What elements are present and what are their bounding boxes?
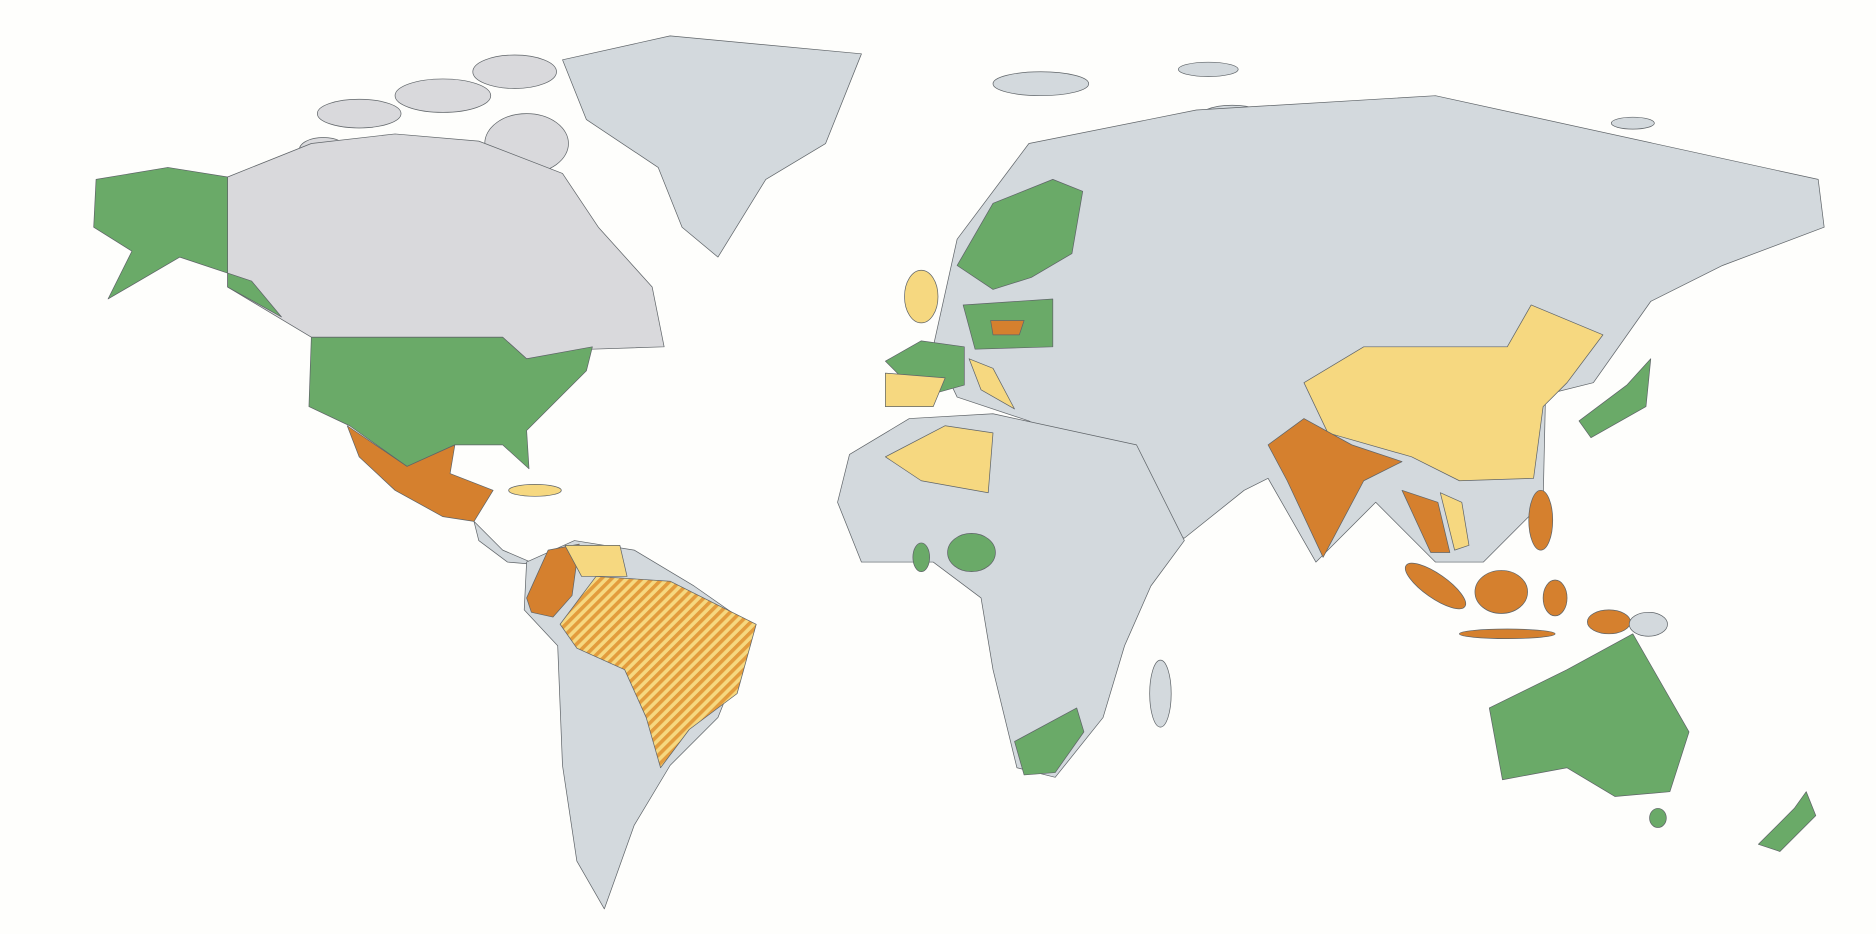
country-nigeria[interactable] (947, 533, 996, 573)
country-greenland[interactable] (562, 35, 862, 258)
land-shape (472, 54, 557, 89)
country-brazil[interactable] (559, 576, 757, 769)
land-shape (1459, 628, 1556, 639)
country-alaska[interactable] (93, 167, 282, 318)
land-shape (1542, 579, 1568, 617)
country-southeast-asia[interactable] (1401, 489, 1451, 553)
eurasia[interactable] (932, 95, 1825, 563)
land-shape (1474, 570, 1528, 614)
land-shape (992, 71, 1090, 97)
land-shape (1178, 61, 1239, 77)
country-colombia[interactable] (526, 543, 580, 618)
africa[interactable] (837, 413, 1185, 778)
central-america[interactable] (473, 521, 537, 565)
country-vietnam[interactable] (1439, 492, 1470, 551)
country-scandinavia[interactable] (956, 179, 1084, 290)
country-south-africa[interactable] (1014, 707, 1085, 776)
land-shape (1587, 609, 1631, 635)
country-mexico[interactable] (346, 425, 494, 522)
country-usa[interactable] (308, 336, 593, 470)
country-papua-new-guinea[interactable] (1628, 611, 1668, 637)
country-new-zealand[interactable] (1758, 791, 1817, 852)
country-venezuela[interactable] (564, 544, 628, 577)
country-czechia[interactable] (990, 320, 1025, 336)
country-australia[interactable] (1488, 633, 1690, 797)
country-ghana[interactable] (912, 542, 930, 573)
land-shape (1610, 116, 1655, 130)
country-madagascar[interactable] (1149, 659, 1172, 728)
country-tasmania[interactable] (1649, 808, 1667, 828)
country-japan[interactable] (1578, 358, 1652, 439)
country-algeria[interactable] (885, 425, 994, 494)
country-indonesia[interactable] (1399, 556, 1631, 639)
country-cuba[interactable] (508, 483, 562, 497)
land-shape (1404, 562, 1467, 610)
country-italy[interactable] (968, 358, 1015, 410)
country-philippines[interactable] (1528, 489, 1554, 551)
country-spain[interactable] (885, 372, 946, 407)
land-shape (394, 78, 492, 113)
land-shape (316, 98, 402, 129)
country-china[interactable] (1303, 304, 1604, 482)
country-uk[interactable] (904, 269, 939, 324)
country-india[interactable] (1267, 418, 1403, 558)
